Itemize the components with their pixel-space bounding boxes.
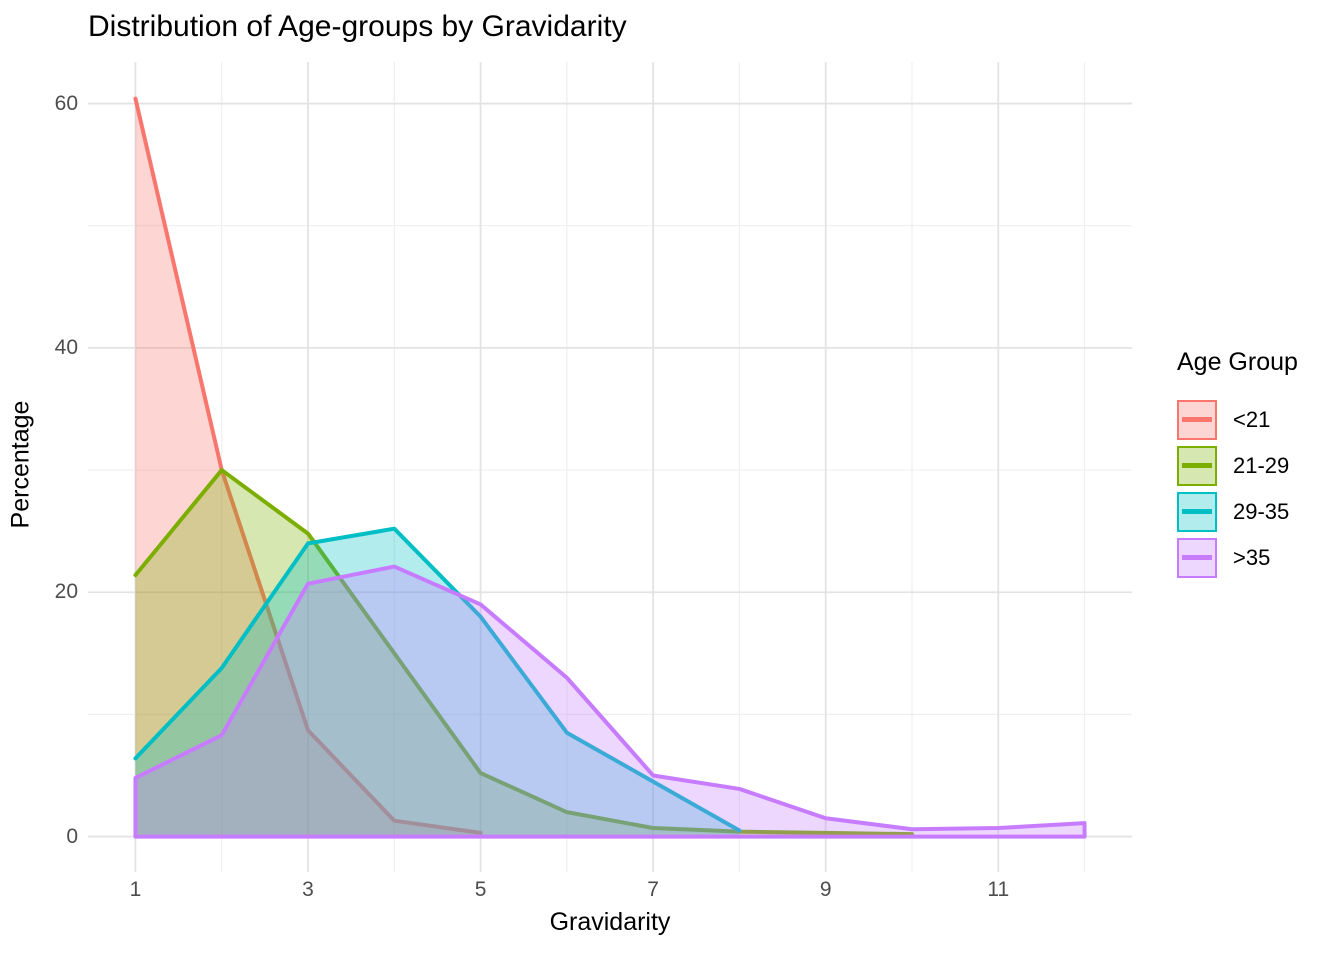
area-fill-35 — [135, 566, 1085, 837]
x-tick-label-11: 11 — [987, 878, 1010, 901]
x-tick-label-1: 1 — [129, 878, 142, 901]
legend-label: 29-35 — [1233, 498, 1290, 524]
area-line-29-35 — [133, 526, 742, 833]
x-tick-label-9: 9 — [819, 878, 832, 901]
y-tick-label-60: 60 — [54, 91, 78, 115]
legend-label: 21-29 — [1233, 452, 1290, 478]
legend-title: Age Group — [1177, 348, 1298, 376]
area-outline-35 — [133, 564, 1087, 839]
y-tick-label-20: 20 — [54, 580, 78, 604]
legend-item: <21 — [1177, 399, 1298, 440]
x-tick-label-5: 5 — [474, 878, 487, 901]
legend-key-swatch — [1177, 399, 1217, 440]
legend-key-swatch — [1177, 445, 1217, 486]
legend-key-swatch — [1177, 491, 1217, 532]
y-axis-title: Percentage — [6, 400, 35, 529]
x-axis-title: Gravidarity — [549, 908, 671, 936]
legend-item: >35 — [1177, 537, 1298, 578]
legend-items: <21 21-29 29-35 >35 — [1177, 399, 1298, 578]
legend-key-line — [1182, 509, 1212, 514]
legend-key-line — [1182, 463, 1212, 468]
legend: Age Group <21 21-29 29-35 >35 — [1177, 348, 1298, 583]
legend-item: 29-35 — [1177, 491, 1298, 532]
x-tick-label-3: 3 — [302, 878, 314, 901]
chart-title: Distribution of Age-groups by Gravidarit… — [88, 10, 627, 43]
area-fill-29-35 — [135, 528, 740, 837]
legend-label: >35 — [1233, 544, 1271, 570]
legend-label: <21 — [1233, 406, 1271, 432]
area-fill-21-29 — [135, 470, 912, 837]
area-line-21-29 — [133, 468, 914, 837]
y-tick-label-0: 0 — [66, 824, 78, 848]
legend-item: 21-29 — [1177, 445, 1298, 486]
legend-key-line — [1182, 417, 1212, 422]
x-tick-label-7: 7 — [647, 878, 659, 901]
area-fill-21 — [135, 98, 481, 837]
area-line-21 — [133, 96, 483, 835]
legend-key-line — [1182, 555, 1212, 560]
legend-key-swatch — [1177, 537, 1217, 578]
y-tick-label-40: 40 — [54, 335, 78, 359]
